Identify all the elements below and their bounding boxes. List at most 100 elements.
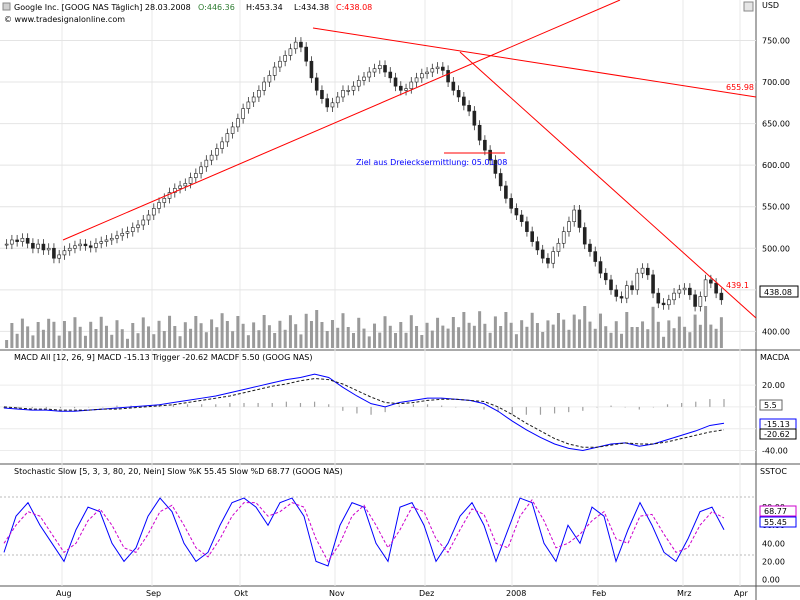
volume-bar [709,324,713,348]
macd-hist-bar [3,406,5,409]
candle-body [341,90,345,98]
volume-bar [588,321,592,348]
candle-body [4,243,9,246]
x-tick-label: Nov [329,589,345,598]
candle-body [215,148,219,156]
candlestick-series [4,37,724,312]
candle-body [451,81,456,91]
volume-bar [357,317,361,348]
volume-bar [262,315,266,348]
candle-body [41,243,46,251]
volume-bar [152,334,156,348]
candle-body [141,219,146,226]
volume-bar [5,340,9,348]
candle-body [598,261,603,274]
candle-body [467,104,471,112]
macd-hist-bar [102,406,104,408]
candle-body [335,96,340,104]
macd-hist-bar [229,402,231,407]
candle-body [414,77,419,83]
volume-bar [404,332,408,348]
volume-bar [583,306,587,348]
volume-bar [283,329,287,348]
volume-bar [341,313,345,348]
candle-body [120,232,125,237]
candle-body [99,241,104,244]
volume-bar [420,335,424,348]
candle-body [241,108,245,119]
volume-bar [351,333,355,348]
x-tick-label: 2008 [506,589,526,598]
candle-body [178,185,182,189]
candle-body [57,254,61,259]
candle-body [446,70,450,83]
volume-bar [373,323,377,348]
volume-bar [215,327,219,348]
collapse-icon [2,2,11,11]
candle-body [588,243,592,252]
candle-body [330,102,335,108]
volume-bar [399,322,403,348]
stoch-tick-label: 0.00 [762,575,780,584]
macd-hist-bar [582,406,584,411]
volume-bars [5,306,723,348]
macd-hist-bar [441,405,443,407]
volume-bar [719,317,723,348]
macd-hist-bar [271,402,273,407]
candle-body [104,239,109,242]
volume-bar [646,329,650,348]
volume-bar [641,321,645,348]
volume-bar [104,325,108,348]
volume-bar [83,335,87,348]
candle-body [377,65,382,70]
candle-body [509,198,513,209]
trend-lines [62,0,757,319]
candle-body [630,285,634,291]
candle-body [635,272,640,291]
volume-bar [367,336,371,348]
volume-bar [267,325,271,348]
candle-body [546,257,550,264]
volume-bar [567,329,571,348]
volume-bar [94,329,98,348]
candle-body [46,247,51,251]
candle-body [672,292,676,301]
volume-bar [31,335,35,348]
macd-hist-bar [342,406,344,411]
candle-body [682,287,687,291]
macd-hist-bar [469,406,471,408]
candle-body [614,289,619,297]
candle-body [283,55,287,62]
volume-bar [330,320,334,348]
volume-bar [278,320,282,348]
candle-body [20,237,25,242]
volume-bar [688,332,692,348]
volume-bar [189,328,193,348]
candle-body [251,96,256,103]
volume-bar [26,326,30,348]
x-tick-label: Feb [592,589,606,598]
macd-hist-bar [624,406,626,408]
candle-body [325,98,330,108]
volume-bar [241,323,245,348]
last-price-label: 438.08 [764,288,792,297]
volume-bar [336,327,340,348]
x-tick-label: Apr [734,589,749,598]
close-value: C:438.08 [336,3,372,12]
vertical-gridlines [61,0,741,586]
candle-body [356,80,361,87]
candle-body [645,267,650,276]
volume-bar [157,320,161,348]
upper-line-value: 655.98 [726,83,754,92]
candle-body [146,214,151,221]
candle-body [362,76,366,81]
candle-body [262,81,266,91]
volume-bar [704,306,708,348]
macd-hist-bar [709,399,711,407]
x-tick-label: Sep [146,589,161,598]
x-tick-label: Okt [234,589,248,598]
macd-tick-label: -40.00 [762,447,788,456]
volume-bar [162,331,166,348]
candle-body [441,66,445,71]
